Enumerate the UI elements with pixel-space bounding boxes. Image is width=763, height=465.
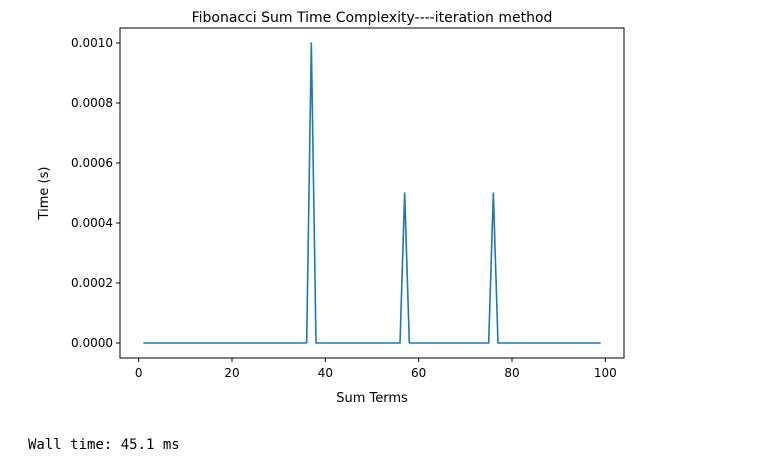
x-tick-label: 20 [224,366,239,380]
line-chart: Fibonacci Sum Time Complexity----iterati… [37,10,625,406]
x-axis-ticks: 0 20 40 60 80 100 [135,358,617,380]
x-tick-label: 40 [318,366,333,380]
x-tick-label: 60 [411,366,426,380]
x-tick-label: 0 [135,366,143,380]
wall-time-output: Wall time: 45.1 ms [28,437,180,453]
chart-title: Fibonacci Sum Time Complexity----iterati… [192,10,553,26]
y-tick-label: 0.0002 [71,276,113,290]
x-tick-label: 100 [594,366,617,380]
y-axis-ticks: 0.0000 0.0002 0.0004 0.0006 0.0008 0.0010 [71,36,120,350]
y-tick-label: 0.0004 [71,216,113,230]
x-tick-label: 80 [504,366,519,380]
series-line-0 [143,42,601,344]
axes-frame [119,27,625,359]
y-axis-label: Time (s) [37,167,52,221]
y-tick-label: 0.0008 [71,96,113,110]
x-axis-label: Sum Terms [336,391,408,406]
plot-area [143,42,601,344]
y-tick-label: 0.0006 [71,156,113,170]
y-tick-label: 0.0010 [71,36,113,50]
y-tick-label: 0.0000 [71,336,113,350]
